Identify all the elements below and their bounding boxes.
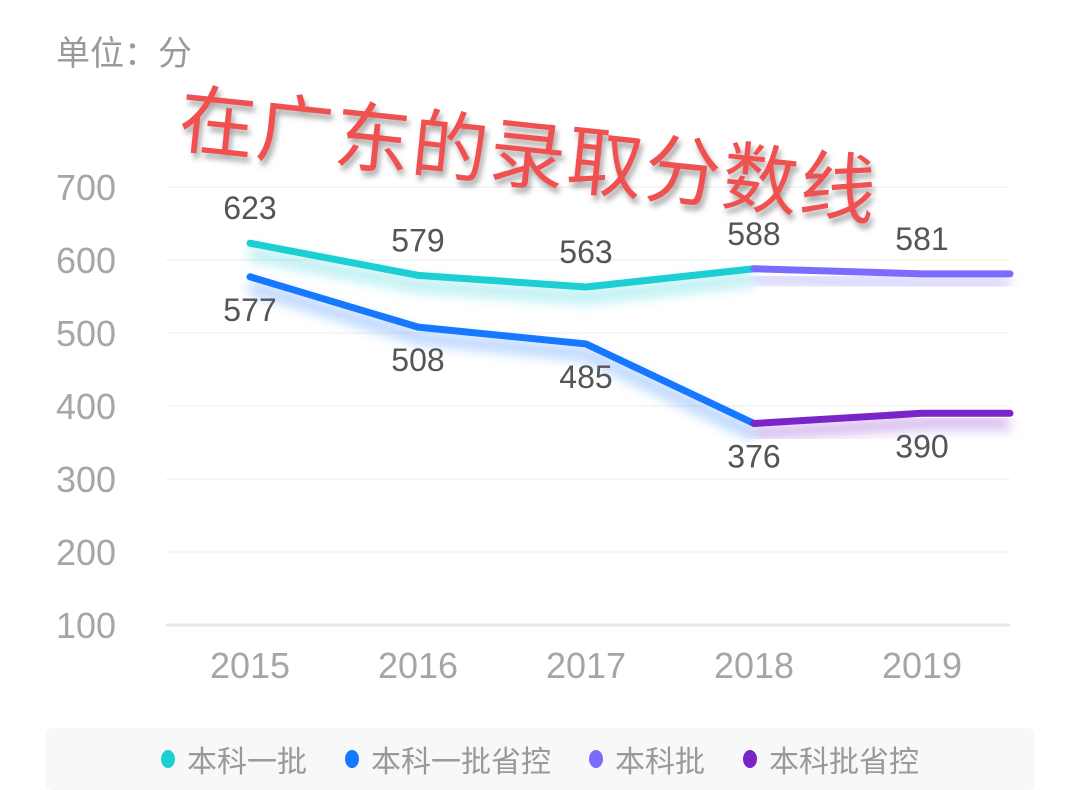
svg-text:500: 500 — [56, 313, 116, 354]
svg-text:563: 563 — [559, 234, 612, 270]
svg-text:400: 400 — [56, 386, 116, 427]
legend-dot-icon — [161, 750, 175, 768]
legend-dot-icon — [743, 750, 757, 768]
legend-label: 本科批省控 — [769, 745, 919, 780]
svg-text:376: 376 — [727, 439, 780, 475]
legend-dot-icon — [589, 750, 603, 768]
svg-text:577: 577 — [223, 292, 276, 328]
legend-item[interactable]: 本科批 — [589, 737, 705, 781]
svg-text:2018: 2018 — [714, 645, 794, 686]
y-axis: 100 200 300 400 500 600 700 — [56, 167, 116, 646]
legend-label: 本科一批省控 — [371, 745, 551, 780]
svg-text:579: 579 — [391, 222, 444, 258]
legend-dot-icon — [345, 750, 359, 768]
svg-text:600: 600 — [56, 240, 116, 281]
svg-text:390: 390 — [895, 428, 948, 464]
unit-label: 单位：分 — [56, 34, 192, 74]
svg-text:300: 300 — [56, 459, 116, 500]
svg-text:2019: 2019 — [882, 645, 962, 686]
svg-text:588: 588 — [727, 216, 780, 252]
legend-item[interactable]: 本科一批 — [161, 737, 307, 781]
legend-label: 本科批 — [615, 745, 705, 780]
svg-text:700: 700 — [56, 167, 116, 208]
legend-label: 本科一批 — [187, 745, 307, 780]
svg-text:623: 623 — [223, 190, 276, 226]
svg-text:508: 508 — [391, 342, 444, 378]
grid-lines — [166, 186, 1010, 627]
svg-text:200: 200 — [56, 532, 116, 573]
legend: 本科一批 本科一批省控 本科批 本科批省控 — [46, 728, 1034, 790]
x-axis: 2015 2016 2017 2018 2019 — [210, 645, 962, 686]
svg-text:2017: 2017 — [546, 645, 626, 686]
legend-item[interactable]: 本科批省控 — [743, 737, 919, 781]
svg-text:581: 581 — [895, 221, 948, 257]
svg-text:2015: 2015 — [210, 645, 290, 686]
svg-text:2016: 2016 — [378, 645, 458, 686]
series-lines — [246, 239, 1014, 440]
svg-text:100: 100 — [56, 605, 116, 646]
svg-text:485: 485 — [559, 359, 612, 395]
data-labels: 623 579 563 588 581 577 508 485 376 390 — [223, 190, 948, 474]
legend-item[interactable]: 本科一批省控 — [345, 737, 551, 781]
